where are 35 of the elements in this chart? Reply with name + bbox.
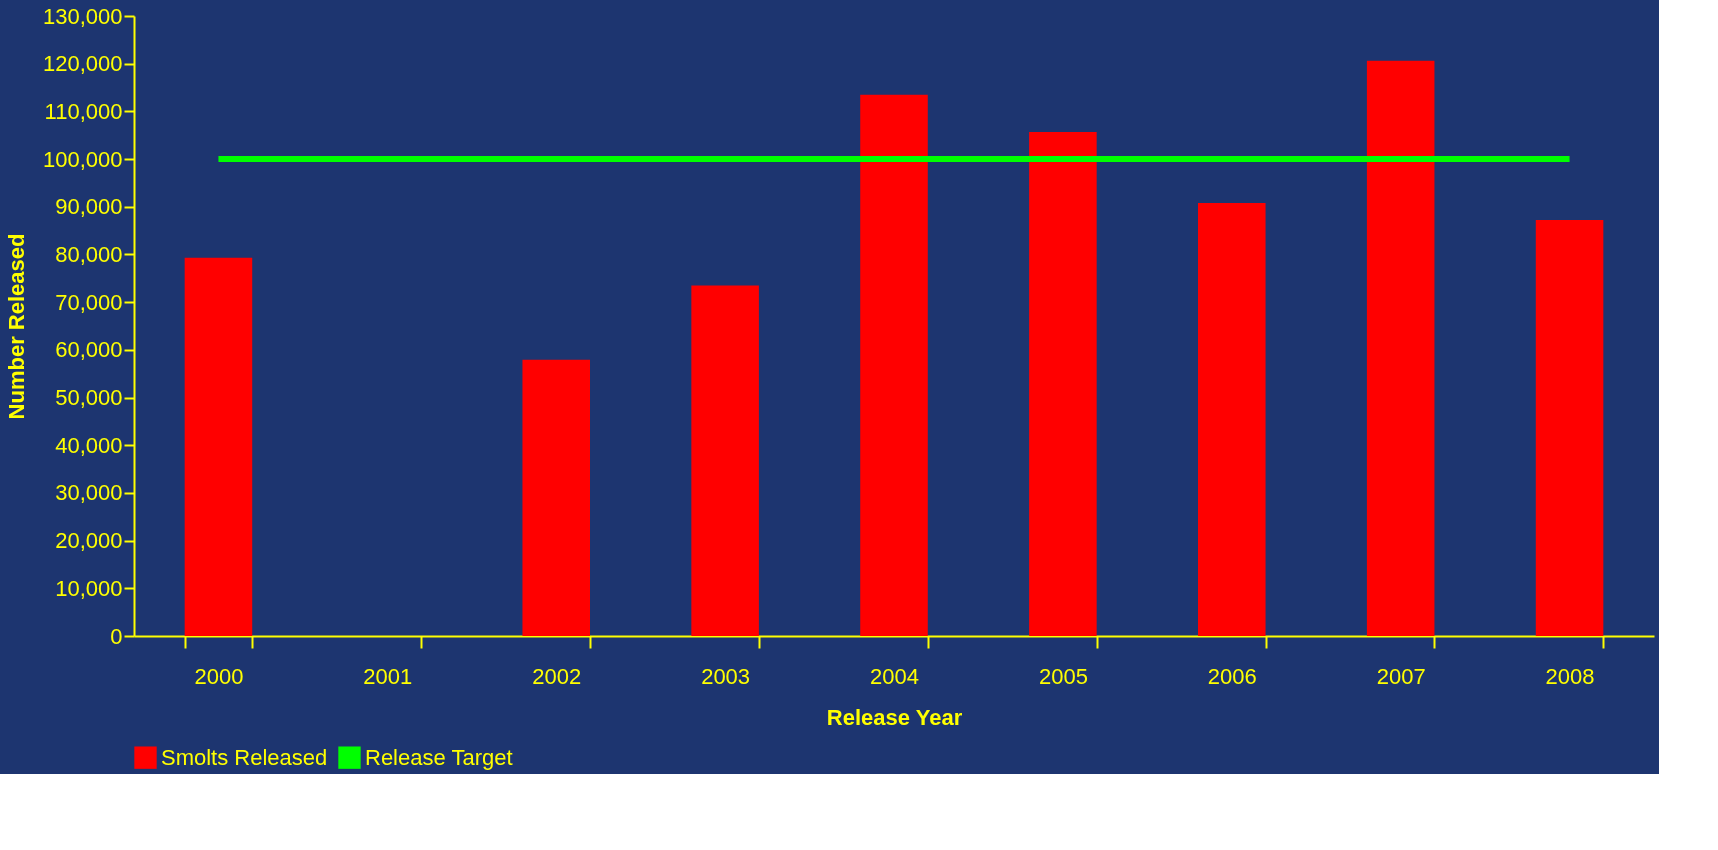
bar bbox=[691, 285, 759, 636]
x-tick-label: 2004 bbox=[870, 663, 919, 689]
bar bbox=[1029, 131, 1097, 636]
bar bbox=[1535, 220, 1604, 636]
y-tick-label: 110,000 bbox=[44, 98, 123, 124]
y-tick-label: 60,000 bbox=[55, 337, 123, 363]
legend-label: Release Target bbox=[365, 744, 513, 770]
bar bbox=[522, 359, 590, 636]
y-tick-label: 100,000 bbox=[42, 146, 123, 172]
bar bbox=[184, 257, 253, 636]
y-tick-label: 10,000 bbox=[55, 575, 123, 601]
y-tick-label: 20,000 bbox=[55, 528, 123, 554]
y-tick-label: 30,000 bbox=[55, 480, 123, 506]
x-tick-label: 2006 bbox=[1207, 663, 1257, 689]
x-axis-title: Release Year bbox=[826, 704, 963, 730]
bar bbox=[1366, 60, 1435, 636]
x-tick-label: 2008 bbox=[1545, 663, 1595, 689]
y-tick-label: 90,000 bbox=[55, 194, 123, 220]
bar bbox=[860, 94, 928, 636]
legend-label: Smolts Released bbox=[161, 744, 328, 770]
y-tick-label: 120,000 bbox=[42, 51, 123, 77]
x-tick-label: 2001 bbox=[363, 663, 413, 689]
y-tick-label: 50,000 bbox=[55, 385, 123, 411]
y-tick-label: 40,000 bbox=[55, 432, 123, 458]
x-tick-label: 2005 bbox=[1038, 663, 1088, 689]
x-tick-label: 2002 bbox=[532, 663, 582, 689]
y-axis-title: Number Released bbox=[3, 233, 29, 420]
x-tick-label: 2000 bbox=[194, 663, 244, 689]
y-tick-label: 80,000 bbox=[55, 241, 123, 267]
bar bbox=[1198, 202, 1266, 636]
y-tick-label: 70,000 bbox=[55, 289, 123, 315]
x-tick-label: 2003 bbox=[701, 663, 751, 689]
y-tick-label: 0 bbox=[110, 623, 123, 649]
x-tick-label: 2007 bbox=[1376, 663, 1426, 689]
y-tick-label: 130,000 bbox=[42, 3, 123, 29]
